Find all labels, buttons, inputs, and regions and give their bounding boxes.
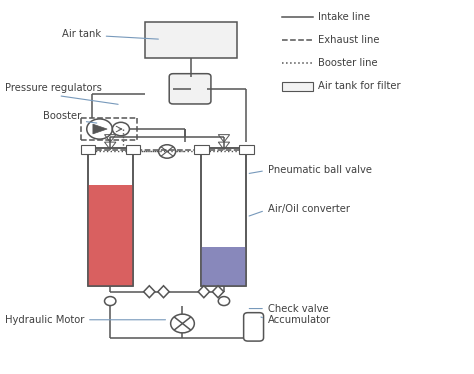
Bar	[282, 82, 313, 91]
Bar	[201, 148, 246, 286]
Bar	[239, 145, 254, 154]
Polygon shape	[198, 286, 210, 298]
Text: Pneumatic ball valve: Pneumatic ball valve	[249, 165, 372, 175]
Bar	[194, 145, 209, 154]
Bar	[88, 148, 133, 286]
FancyBboxPatch shape	[169, 74, 211, 104]
Circle shape	[218, 297, 229, 306]
Text: Exhaust line: Exhaust line	[318, 35, 379, 45]
Text: Air/Oil converter: Air/Oil converter	[249, 205, 350, 216]
Bar	[81, 145, 95, 154]
Text: Intake line: Intake line	[318, 12, 370, 22]
Text: Air tank: Air tank	[62, 29, 158, 39]
Polygon shape	[158, 286, 169, 298]
Bar	[201, 148, 246, 286]
Polygon shape	[93, 124, 107, 134]
Text: Pressure regulators: Pressure regulators	[5, 83, 118, 104]
Circle shape	[171, 314, 194, 333]
Text: Booster: Booster	[43, 111, 97, 123]
Polygon shape	[212, 286, 224, 298]
Bar	[145, 22, 237, 58]
Bar	[201, 247, 246, 286]
Text: Booster line: Booster line	[318, 58, 377, 68]
Bar	[88, 148, 133, 286]
Polygon shape	[144, 286, 155, 298]
Text: Check valve: Check valve	[249, 304, 328, 313]
Bar	[126, 145, 140, 154]
Text: Hydraulic Motor: Hydraulic Motor	[5, 315, 165, 325]
Bar	[88, 185, 133, 286]
Circle shape	[104, 297, 116, 306]
Text: Accumulator: Accumulator	[261, 315, 331, 325]
Text: Air tank for filter: Air tank for filter	[318, 82, 400, 91]
FancyBboxPatch shape	[244, 313, 264, 341]
